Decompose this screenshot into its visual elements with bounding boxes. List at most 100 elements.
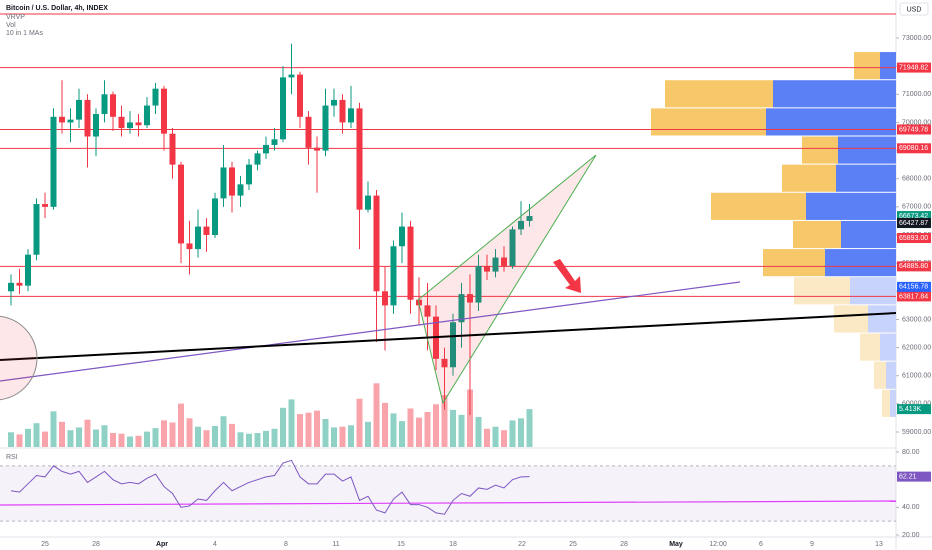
volume-bar <box>254 433 261 447</box>
x-tick-label: 4 <box>213 541 217 548</box>
volume-bar <box>237 432 244 447</box>
level-box <box>897 261 931 272</box>
candle-body <box>16 282 23 286</box>
volume-bar <box>433 404 439 447</box>
rsi-trend <box>0 500 897 506</box>
level-box <box>897 62 931 73</box>
volume-bar <box>348 425 354 447</box>
candle-body <box>67 119 74 123</box>
candle-body <box>127 122 133 129</box>
volume-bar <box>110 433 116 447</box>
volume-bar <box>101 425 108 447</box>
volume-bar <box>339 426 346 447</box>
candle-body <box>509 229 516 266</box>
profile-up <box>874 361 886 389</box>
rsi-title: RSI <box>6 454 18 461</box>
profile-down <box>880 333 896 361</box>
down-arrow <box>553 259 581 293</box>
volume-label: 5.413K <box>899 406 922 413</box>
rsi-current-box <box>897 471 931 482</box>
x-tick-label: 28 <box>620 541 628 548</box>
candle-body <box>246 164 252 185</box>
profile-down <box>836 164 896 192</box>
volume-bar <box>33 423 40 447</box>
candle-body <box>144 105 150 126</box>
candle-body <box>186 243 193 250</box>
price-marker-label: 64156.78 <box>899 284 928 291</box>
symbol-title: Bitcoin / U.S. Dollar, 4h, INDEX <box>6 5 108 12</box>
candle-body <box>25 254 31 286</box>
candle-body <box>450 322 456 368</box>
layers: 73000.0072000.0071000.0070000.0069000.00… <box>0 35 931 548</box>
y-tick-label: 73000.00 <box>902 35 931 42</box>
candle-body <box>212 198 218 235</box>
candle-body <box>492 257 499 272</box>
volume-bar <box>25 428 31 447</box>
volume-bar <box>76 427 82 447</box>
profile-down <box>841 220 896 249</box>
volume-bar <box>484 428 490 447</box>
volume-bar <box>509 420 516 447</box>
indicator: 10 in 1 MAs <box>6 30 43 37</box>
volume-bar <box>135 435 142 447</box>
currency-button[interactable] <box>899 2 929 16</box>
volume-bar <box>246 433 252 447</box>
volume-bar <box>331 427 337 447</box>
level-label: 69080.16 <box>899 145 928 152</box>
candle-body <box>467 294 473 303</box>
volume-bar <box>518 418 524 447</box>
x-tick-label: 25 <box>569 541 577 548</box>
volume-bar <box>263 430 269 447</box>
profile-up <box>794 277 850 305</box>
profile-up <box>763 249 825 277</box>
profile-down <box>890 389 896 417</box>
candle-body <box>42 204 48 207</box>
volume-bar <box>450 409 456 447</box>
candle-body <box>348 108 354 123</box>
candle-body <box>195 226 201 250</box>
rsi-tick-label: 80.00 <box>902 449 920 456</box>
x-tick-label: 9 <box>810 541 814 548</box>
candle-body <box>424 305 431 317</box>
volume-bar <box>322 419 329 447</box>
volume-bar <box>288 399 295 447</box>
volume-bar <box>416 417 422 447</box>
candle-body <box>407 226 414 300</box>
volume-bar <box>50 411 57 447</box>
volume-bar <box>152 428 159 447</box>
rsi-current-label: 62.21 <box>899 473 917 480</box>
price-marker-box <box>897 211 931 222</box>
price-marker-label: 66427.87 <box>899 220 928 227</box>
volume-bar <box>492 426 499 447</box>
volume-bar <box>501 430 507 447</box>
candle-body <box>263 144 269 154</box>
level-box <box>897 143 931 154</box>
candle-body <box>356 108 363 210</box>
volume-bar <box>458 414 465 447</box>
rising-wedge <box>417 154 597 405</box>
candle-body <box>101 94 108 114</box>
volume-bar <box>314 410 320 447</box>
level-box <box>897 291 931 302</box>
volume-bar <box>67 430 74 447</box>
candle-body <box>93 113 99 137</box>
level-label: 64885.80 <box>899 263 928 270</box>
candle-body <box>339 99 346 123</box>
candle-body <box>220 167 227 199</box>
y-tick-label: 67000.00 <box>902 204 931 211</box>
candle-body <box>518 220 524 230</box>
x-tick-label: 25 <box>41 541 49 548</box>
level-box <box>897 124 931 135</box>
volume-bar <box>475 416 482 447</box>
candle-body <box>271 139 278 145</box>
profile-down <box>825 249 896 277</box>
volume-bar <box>16 434 23 447</box>
candle-body <box>203 226 210 235</box>
volume-bar <box>424 412 431 447</box>
volume-bar <box>399 421 405 447</box>
volume-label-box <box>897 404 931 415</box>
trend-line <box>0 312 897 361</box>
currency[interactable]: USD <box>907 6 922 13</box>
candle-body <box>526 216 533 221</box>
volume-bar <box>407 408 414 447</box>
